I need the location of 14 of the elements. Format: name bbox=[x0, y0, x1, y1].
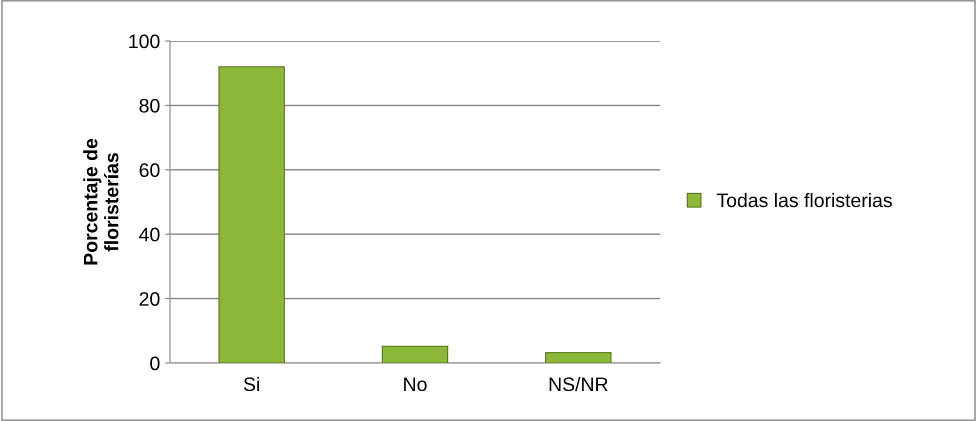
x-tick-label: NS/NR bbox=[550, 376, 608, 392]
y-tick-label: 60 bbox=[140, 163, 160, 178]
y-axis-title: Porcentaje de floristerías bbox=[83, 138, 118, 264]
y-tick-label: 20 bbox=[140, 292, 160, 306]
x-tick-label: No bbox=[404, 378, 427, 392]
x-tick-label: Si bbox=[244, 376, 259, 392]
bar bbox=[218, 66, 285, 363]
bar bbox=[545, 352, 612, 363]
legend-label: Todas las floristerias bbox=[716, 192, 892, 208]
y-tick-label: 0 bbox=[150, 356, 160, 370]
bar bbox=[382, 346, 448, 363]
y-tick-label: 40 bbox=[139, 228, 160, 242]
y-tick-label: 80 bbox=[139, 98, 160, 113]
y-tick-label: 100 bbox=[129, 34, 160, 48]
